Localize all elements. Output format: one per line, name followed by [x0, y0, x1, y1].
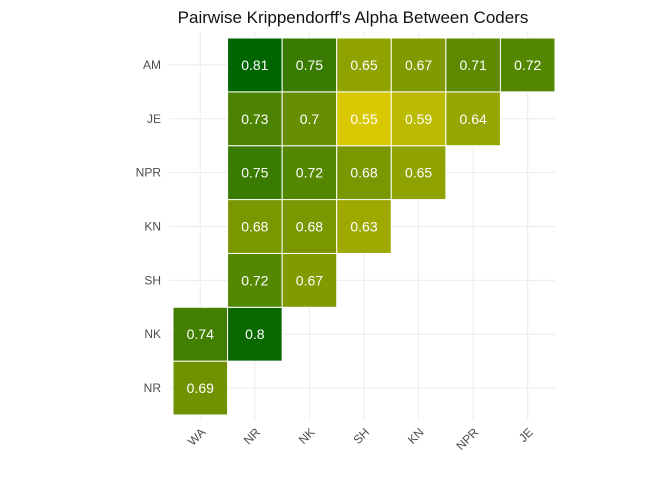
heatmap-cell: [336, 37, 392, 93]
cell-value-label: 0.67: [296, 272, 323, 288]
y-tick-label: NR: [144, 381, 162, 395]
cell-value-label: 0.75: [241, 165, 268, 181]
cell-value-label: 0.67: [405, 57, 432, 73]
heatmap-cell: [227, 199, 283, 254]
cell-value-label: 0.65: [350, 57, 377, 73]
x-tick-label: SH: [350, 425, 372, 447]
cell-value-label: 0.68: [296, 219, 323, 235]
x-axis-ticks: WA NR NK SH KN NPR JE: [185, 425, 536, 453]
heatmap-cell: [281, 91, 338, 147]
heatmap-cell: [227, 37, 283, 93]
cell-value-label: 0.75: [296, 57, 323, 73]
cell-labels: 0.69 0.74 0.8 0.72 0.67 0.68 0.68 0.63 0.75 0.72 0…: [187, 57, 542, 396]
x-tick-label: JE: [516, 425, 536, 445]
cell-value-label: 0.7: [300, 111, 320, 127]
y-tick-label: NK: [144, 327, 161, 341]
heatmap-cell: [281, 199, 338, 254]
heatmap-cell: [336, 199, 392, 254]
cell-value-label: 0.81: [241, 57, 268, 73]
y-axis-ticks: NR NK SH KN NPR JE AM: [136, 58, 162, 395]
heatmap-cell: [281, 145, 338, 201]
cell-value-label: 0.8: [245, 326, 265, 342]
cell-value-label: 0.72: [241, 272, 268, 288]
heatmap-cell: [227, 91, 283, 147]
cell-value-label: 0.68: [241, 219, 268, 235]
y-tick-label: JE: [147, 112, 161, 126]
chart-title: Pairwise Krippendorff's Alpha Between Co…: [178, 8, 529, 27]
y-tick-label: NPR: [136, 166, 162, 180]
cell-value-label: 0.64: [460, 111, 487, 127]
cell-value-label: 0.63: [350, 219, 377, 235]
cell-value-label: 0.71: [460, 57, 487, 73]
heatmap-cell: [499, 37, 556, 93]
cell-value-label: 0.72: [296, 165, 323, 181]
heatmap-cells: [172, 37, 556, 416]
x-tick-label: NPR: [453, 425, 481, 453]
cell-value-label: 0.69: [187, 380, 214, 396]
heatmap-cell: [390, 145, 447, 201]
y-tick-label: AM: [143, 58, 161, 72]
cell-value-label: 0.59: [405, 111, 432, 127]
x-tick-label: NK: [296, 425, 318, 447]
heatmap-cell: [336, 145, 392, 201]
heatmap-cell: [281, 252, 338, 308]
heatmap-cell: [390, 91, 447, 147]
heatmap-cell: [172, 360, 229, 416]
x-tick-label: WA: [185, 425, 208, 448]
heatmap-cell: [336, 91, 392, 147]
x-tick-label: KN: [405, 425, 427, 447]
heatmap-cell: [227, 306, 283, 362]
y-tick-label: KN: [144, 220, 161, 234]
heatmap-cell: [390, 37, 447, 93]
cell-value-label: 0.55: [350, 111, 377, 127]
x-tick-label: NR: [241, 425, 263, 447]
y-tick-label: SH: [144, 273, 161, 287]
cell-value-label: 0.65: [405, 165, 432, 181]
cell-value-label: 0.68: [350, 165, 377, 181]
heatmap-cell: [445, 91, 501, 147]
cell-value-label: 0.73: [241, 111, 268, 127]
cell-value-label: 0.72: [514, 57, 541, 73]
cell-value-label: 0.74: [187, 326, 214, 342]
